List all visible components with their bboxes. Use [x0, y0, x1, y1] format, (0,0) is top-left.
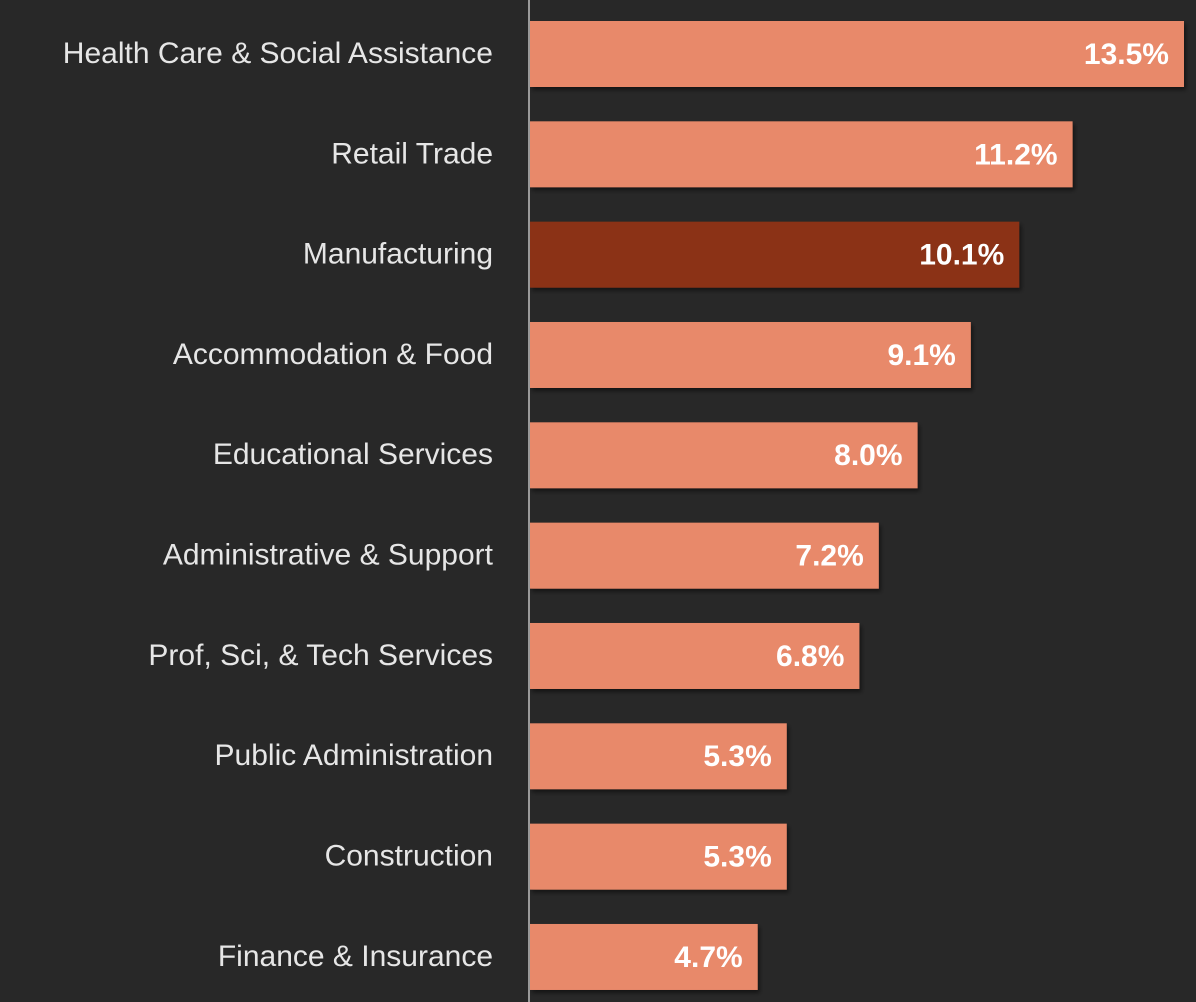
bar — [530, 823, 787, 890]
value-label: 6.8% — [776, 640, 844, 673]
value-label: 8.0% — [834, 439, 902, 472]
value-label: 11.2% — [974, 138, 1057, 171]
value-label: 7.2% — [795, 540, 863, 573]
bar — [530, 522, 879, 589]
bar — [530, 923, 758, 990]
value-label: 13.5% — [1084, 38, 1169, 71]
category-label: Prof, Sci, & Tech Services — [148, 639, 493, 672]
category-label: Public Administration — [215, 739, 493, 772]
value-label: 5.3% — [703, 740, 771, 773]
bar — [530, 422, 918, 489]
value-label: 5.3% — [703, 841, 771, 874]
category-label: Health Care & Social Assistance — [63, 37, 493, 70]
category-label: Accommodation & Food — [173, 338, 493, 371]
value-label: 10.1% — [919, 239, 1004, 272]
category-label: Retail Trade — [331, 137, 493, 170]
category-label: Construction — [325, 840, 493, 873]
value-label: 9.1% — [887, 339, 955, 372]
bar — [530, 221, 1020, 288]
category-label: Finance & Insurance — [218, 940, 493, 973]
bar — [530, 622, 860, 689]
category-label: Administrative & Support — [163, 539, 494, 572]
bar — [530, 321, 971, 388]
bar — [530, 21, 1184, 87]
category-label: Manufacturing — [303, 238, 493, 271]
bar — [530, 723, 787, 790]
bar — [530, 121, 1073, 188]
category-label: Educational Services — [213, 438, 493, 471]
value-label: 4.7% — [674, 941, 742, 974]
